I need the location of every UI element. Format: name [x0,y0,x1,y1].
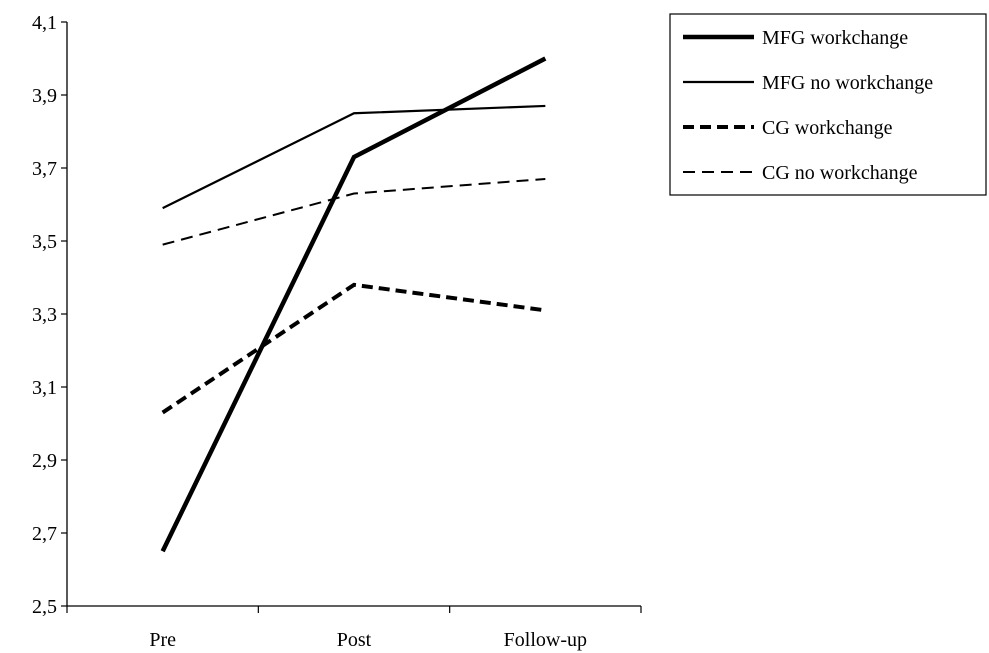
y-tick-label: 3,9 [32,85,57,107]
legend: MFG workchange MFG no workchange CG workch… [669,13,987,196]
y-tick-label: 2,7 [32,523,57,545]
series-line-mfg-no-workchange [162,104,546,210]
series-line-cg-workchange [161,282,546,415]
x-axis-ticks: Pre Post Follow-up [66,606,642,651]
x-tick-label: Pre [149,629,176,651]
y-tick-label: 3,3 [32,304,57,326]
y-axis-ticks: 2,5 2,7 2,9 3,1 3,3 3,5 3,7 3,9 4,1 [32,12,67,618]
legend-label: CG no workchange [762,162,918,184]
y-tick-label: 2,5 [32,596,57,618]
x-tick-label: Follow-up [504,629,587,651]
legend-label: MFG no workchange [762,72,933,94]
y-tick-label: 4,1 [32,12,57,34]
y-tick-label: 3,7 [32,158,57,180]
x-tick-label: Post [337,629,372,651]
legend-label: CG workchange [762,117,893,139]
legend-label: MFG workchange [762,27,908,49]
y-tick-label: 3,1 [32,377,57,399]
legend-box [669,13,987,196]
series-line-cg-no-workchange [162,177,546,246]
chart-axes [66,22,641,607]
y-tick-label: 3,5 [32,231,57,253]
series-line-mfg-workchange [160,56,547,553]
series-lines [160,56,547,553]
y-tick-label: 2,9 [32,450,57,472]
